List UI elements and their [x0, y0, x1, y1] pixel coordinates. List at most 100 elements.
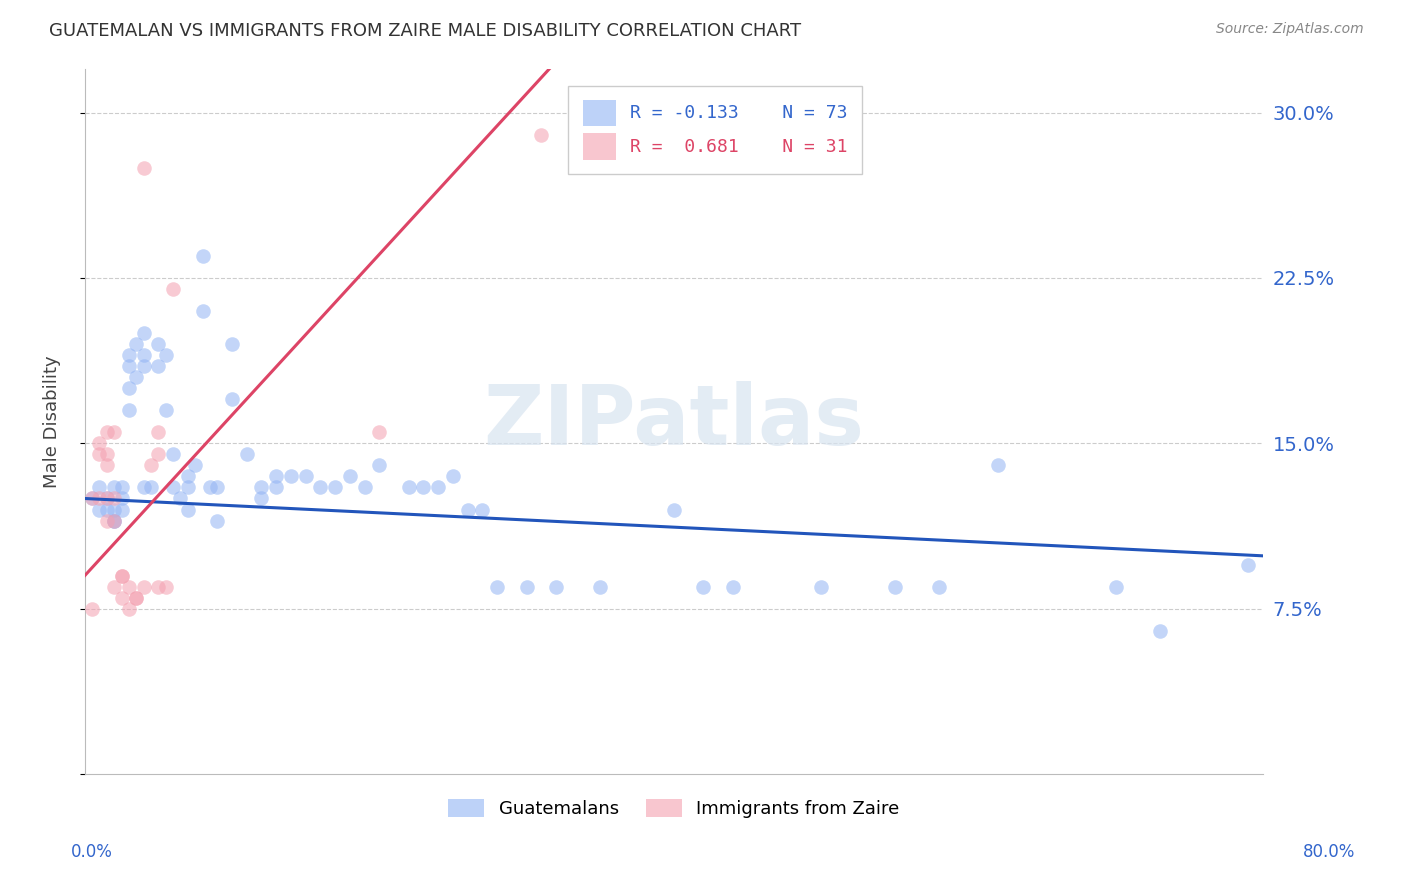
Point	[103, 491, 125, 506]
Point	[118, 381, 141, 395]
Point	[118, 403, 141, 417]
Bar	[583, 134, 616, 161]
Point	[207, 514, 229, 528]
Point	[103, 425, 125, 440]
Point	[398, 480, 420, 494]
Text: R =  0.681    N = 31: R = 0.681 N = 31	[630, 138, 848, 156]
Point	[191, 304, 214, 318]
Point	[1104, 580, 1126, 594]
Point	[155, 403, 177, 417]
Point	[132, 348, 155, 362]
Point	[162, 282, 184, 296]
Point	[280, 469, 302, 483]
Point	[987, 458, 1010, 473]
Point	[412, 480, 434, 494]
Point	[516, 580, 538, 594]
Text: R = -0.133    N = 73: R = -0.133 N = 73	[630, 104, 848, 122]
Point	[207, 480, 229, 494]
Point	[118, 348, 141, 362]
Point	[177, 480, 200, 494]
Point	[323, 480, 346, 494]
Point	[177, 502, 200, 516]
Point	[82, 491, 104, 506]
Point	[155, 580, 177, 594]
Point	[368, 458, 391, 473]
Point	[221, 337, 243, 351]
Point	[110, 568, 132, 582]
Point	[89, 502, 111, 516]
Bar	[583, 100, 616, 127]
Text: Source: ZipAtlas.com: Source: ZipAtlas.com	[1216, 22, 1364, 37]
Point	[118, 601, 141, 615]
Point	[96, 502, 118, 516]
Point	[110, 491, 132, 506]
Point	[148, 359, 170, 374]
Text: 80.0%: 80.0%	[1302, 843, 1355, 861]
Point	[544, 580, 567, 594]
Point	[169, 491, 191, 506]
Point	[810, 580, 832, 594]
Legend: Guatemalans, Immigrants from Zaire: Guatemalans, Immigrants from Zaire	[441, 791, 907, 825]
Point	[662, 502, 685, 516]
Point	[471, 502, 494, 516]
Point	[155, 348, 177, 362]
Point	[264, 480, 287, 494]
Point	[139, 480, 162, 494]
Point	[125, 337, 148, 351]
Point	[96, 514, 118, 528]
Point	[103, 514, 125, 528]
Point	[530, 128, 553, 142]
Point	[82, 491, 104, 506]
Point	[125, 591, 148, 605]
Point	[721, 580, 744, 594]
Point	[1237, 558, 1260, 572]
Point	[89, 447, 111, 461]
Point	[103, 502, 125, 516]
Point	[139, 458, 162, 473]
Text: ZIPatlas: ZIPatlas	[484, 381, 865, 462]
Point	[441, 469, 464, 483]
Point	[250, 480, 273, 494]
Point	[184, 458, 207, 473]
Point	[294, 469, 316, 483]
Point	[148, 337, 170, 351]
Point	[89, 436, 111, 450]
Point	[198, 480, 221, 494]
Point	[235, 447, 257, 461]
Point	[82, 601, 104, 615]
Point	[132, 480, 155, 494]
Point	[132, 580, 155, 594]
Point	[177, 469, 200, 483]
Point	[89, 491, 111, 506]
Text: 0.0%: 0.0%	[70, 843, 112, 861]
Point	[486, 580, 509, 594]
Point	[427, 480, 450, 494]
Point	[103, 514, 125, 528]
Point	[96, 447, 118, 461]
Point	[162, 480, 184, 494]
Point	[89, 480, 111, 494]
Point	[264, 469, 287, 483]
Point	[96, 458, 118, 473]
Y-axis label: Male Disability: Male Disability	[44, 355, 60, 488]
Point	[928, 580, 950, 594]
Point	[118, 359, 141, 374]
Point	[96, 491, 118, 506]
Point	[96, 491, 118, 506]
Point	[250, 491, 273, 506]
Point	[103, 580, 125, 594]
Point	[110, 568, 132, 582]
Point	[309, 480, 332, 494]
Point	[221, 392, 243, 407]
Point	[191, 249, 214, 263]
Point	[132, 161, 155, 175]
Point	[118, 580, 141, 594]
Point	[125, 370, 148, 384]
Text: GUATEMALAN VS IMMIGRANTS FROM ZAIRE MALE DISABILITY CORRELATION CHART: GUATEMALAN VS IMMIGRANTS FROM ZAIRE MALE…	[49, 22, 801, 40]
Point	[692, 580, 714, 594]
Point	[368, 425, 391, 440]
Point	[589, 580, 612, 594]
Point	[1149, 624, 1171, 638]
Point	[457, 502, 479, 516]
Point	[339, 469, 361, 483]
